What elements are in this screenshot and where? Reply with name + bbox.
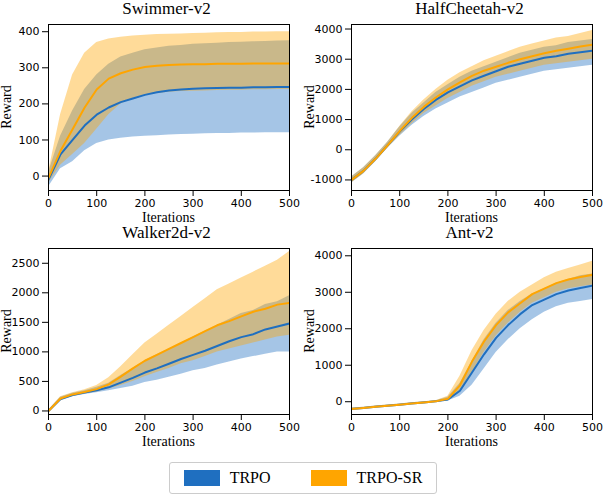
svg-text:1000: 1000 — [315, 359, 343, 372]
svg-text:Iterations: Iterations — [142, 434, 195, 448]
svg-text:Reward: Reward — [0, 309, 14, 353]
svg-text:300: 300 — [486, 197, 507, 210]
html-text:TRPO: TRPO — [229, 469, 271, 486]
svg-text:3000: 3000 — [315, 286, 343, 299]
svg-text:2000: 2000 — [315, 83, 343, 96]
svg-text:200: 200 — [19, 97, 40, 110]
svg-text:0: 0 — [348, 421, 355, 434]
svg-text:0: 0 — [348, 197, 355, 210]
svg-text:100: 100 — [86, 421, 107, 434]
svg-text:4000: 4000 — [315, 23, 343, 36]
svg-text:0: 0 — [45, 197, 52, 210]
svg-text:0: 0 — [45, 421, 52, 434]
svg-text:100: 100 — [389, 197, 410, 210]
svg-text:500: 500 — [19, 375, 40, 388]
html-text:Walker2d-v2: Walker2d-v2 — [122, 223, 211, 242]
svg-text:1000: 1000 — [315, 113, 343, 126]
svg-text:Reward: Reward — [303, 309, 317, 353]
svg-text:0: 0 — [33, 170, 40, 183]
svg-text:500: 500 — [279, 197, 300, 210]
svg-text:400: 400 — [534, 197, 555, 210]
svg-text:-1000: -1000 — [311, 173, 343, 186]
svg-text:Iterations: Iterations — [445, 434, 498, 448]
svg-text:2000: 2000 — [315, 322, 343, 335]
svg-text:200: 200 — [437, 421, 458, 434]
svg-text:0: 0 — [33, 404, 40, 417]
svg-text:4000: 4000 — [315, 249, 343, 262]
svg-text:100: 100 — [19, 133, 40, 146]
svg-text:100: 100 — [86, 197, 107, 210]
svg-text:200: 200 — [437, 197, 458, 210]
svg-text:300: 300 — [183, 421, 204, 434]
svg-text:300: 300 — [486, 421, 507, 434]
svg-text:500: 500 — [582, 421, 603, 434]
svg-text:0: 0 — [336, 395, 343, 408]
svg-text:400: 400 — [231, 421, 252, 434]
svg-text:2000: 2000 — [12, 286, 40, 299]
html-text:Ant-v2: Ant-v2 — [445, 223, 494, 242]
svg-text:500: 500 — [279, 421, 300, 434]
svg-text:300: 300 — [183, 197, 204, 210]
svg-text:1000: 1000 — [12, 345, 40, 358]
svg-text:3000: 3000 — [315, 53, 343, 66]
svg-text:Reward: Reward — [0, 85, 14, 129]
svg-text:100: 100 — [389, 421, 410, 434]
svg-text:0: 0 — [336, 143, 343, 156]
svg-text:300: 300 — [19, 61, 40, 74]
html-text:HalfCheetah-v2: HalfCheetah-v2 — [415, 0, 524, 18]
svg-text:500: 500 — [582, 197, 603, 210]
html-text:TRPO-SR: TRPO-SR — [356, 469, 423, 486]
svg-text:Iterations: Iterations — [445, 210, 498, 224]
svg-text:400: 400 — [534, 421, 555, 434]
svg-text:Reward: Reward — [303, 85, 317, 129]
svg-text:200: 200 — [134, 421, 155, 434]
svg-text:400: 400 — [231, 197, 252, 210]
html-text:Swimmer-v2: Swimmer-v2 — [122, 0, 211, 18]
svg-text:2500: 2500 — [12, 257, 40, 270]
svg-text:400: 400 — [19, 25, 40, 38]
svg-text:Iterations: Iterations — [142, 210, 195, 224]
svg-text:1500: 1500 — [12, 316, 40, 329]
svg-text:200: 200 — [134, 197, 155, 210]
